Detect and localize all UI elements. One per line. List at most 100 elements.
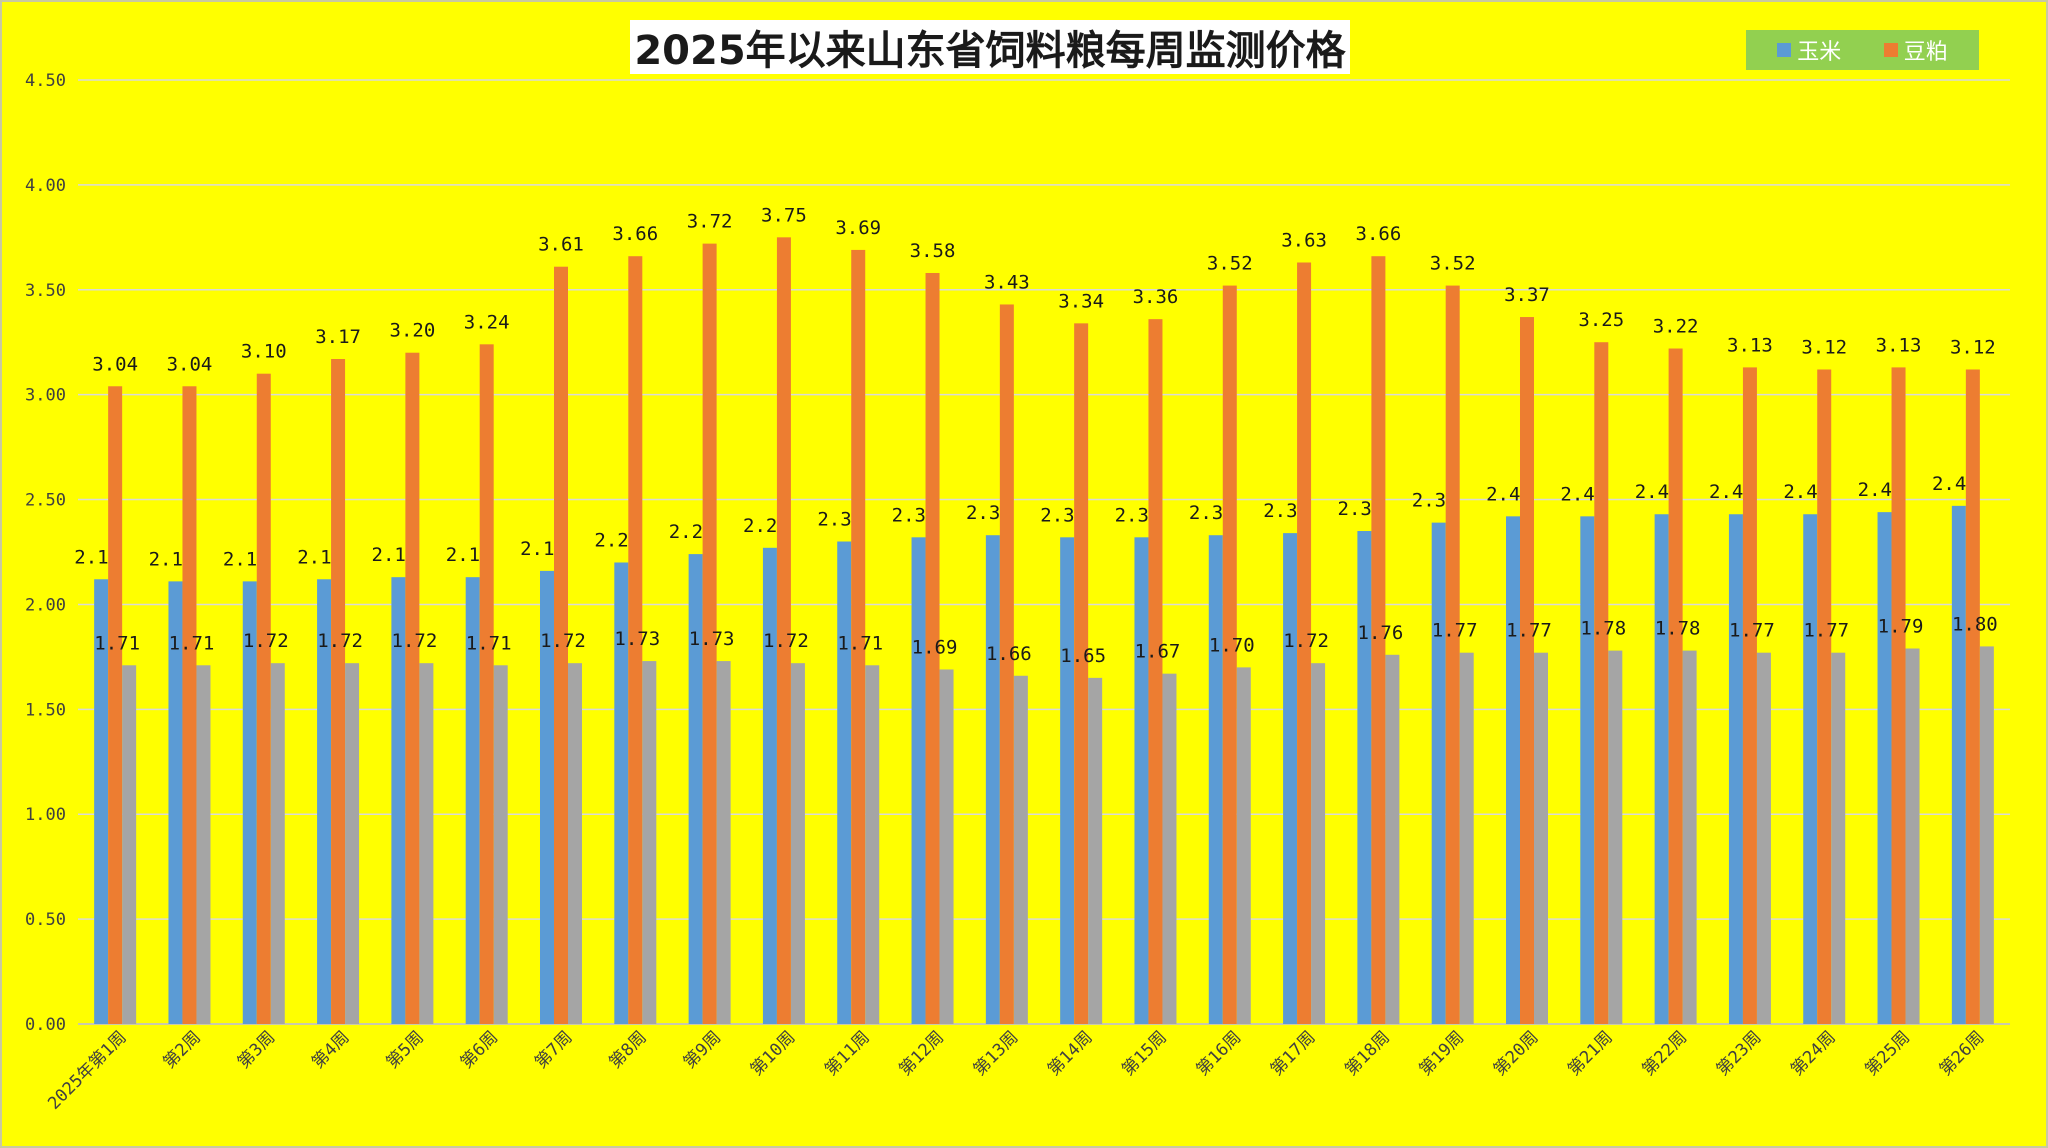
data-label: 1.67 bbox=[1135, 641, 1181, 663]
bar bbox=[1951, 505, 1966, 1024]
data-label: 3.72 bbox=[687, 211, 733, 233]
x-tick-label: 第10周 bbox=[747, 1027, 800, 1080]
x-tick-label: 第23周 bbox=[1713, 1027, 1766, 1080]
data-label: 3.63 bbox=[1281, 230, 1327, 252]
data-label: 1.78 bbox=[1655, 618, 1701, 640]
bar bbox=[688, 554, 703, 1024]
data-label: 1.79 bbox=[1878, 615, 1924, 637]
x-tick-label: 第19周 bbox=[1416, 1027, 1469, 1080]
bar bbox=[493, 665, 508, 1024]
y-tick-label: 0.50 bbox=[25, 910, 66, 930]
bar bbox=[1088, 677, 1103, 1024]
bar bbox=[1817, 369, 1832, 1024]
data-label: 3.12 bbox=[1801, 336, 1847, 358]
bar bbox=[1445, 285, 1460, 1024]
x-tick-label: 第14周 bbox=[1044, 1027, 1097, 1080]
bar bbox=[1459, 652, 1474, 1024]
bar bbox=[1668, 348, 1683, 1024]
data-label: 3.69 bbox=[835, 217, 881, 239]
data-label: 1.80 bbox=[1952, 613, 1998, 635]
bar bbox=[1520, 317, 1534, 1024]
bar bbox=[1877, 512, 1892, 1024]
bar bbox=[614, 562, 629, 1024]
x-tick-label: 第8周 bbox=[605, 1027, 650, 1072]
chart-title-box: 2025年以来山东省饲料粮每周监测价格 bbox=[630, 20, 1350, 74]
bar bbox=[1357, 531, 1372, 1024]
bar bbox=[419, 663, 434, 1024]
data-label: 3.36 bbox=[1133, 286, 1179, 308]
data-label: 3.10 bbox=[241, 341, 287, 363]
data-label: 3.37 bbox=[1504, 284, 1550, 306]
data-label: 1.77 bbox=[1803, 620, 1849, 642]
x-tick-label: 第18周 bbox=[1341, 1027, 1394, 1080]
data-label: 3.04 bbox=[167, 353, 213, 375]
y-tick-label: 1.50 bbox=[25, 700, 66, 720]
bar bbox=[911, 537, 926, 1024]
x-tick-label: 第3周 bbox=[234, 1027, 279, 1072]
x-tick-label: 第16周 bbox=[1193, 1027, 1246, 1080]
x-tick-label: 第5周 bbox=[382, 1027, 427, 1072]
data-label: 1.76 bbox=[1358, 622, 1404, 644]
data-label: 1.73 bbox=[689, 628, 735, 650]
bar bbox=[1060, 537, 1075, 1024]
bar bbox=[242, 581, 257, 1024]
bar bbox=[1756, 652, 1771, 1024]
bar bbox=[1222, 285, 1237, 1024]
x-tick-label: 第9周 bbox=[680, 1027, 725, 1072]
bar bbox=[122, 665, 137, 1024]
bar bbox=[1965, 369, 1980, 1024]
data-label: 1.71 bbox=[169, 632, 215, 654]
x-tick-label: 第4周 bbox=[308, 1027, 353, 1072]
bar bbox=[776, 237, 791, 1025]
x-tick-label: 第2周 bbox=[160, 1027, 205, 1072]
bar bbox=[1682, 650, 1697, 1024]
bar bbox=[1162, 673, 1177, 1024]
bar bbox=[168, 581, 183, 1024]
y-tick-label: 3.00 bbox=[25, 386, 66, 406]
x-tick-label: 第13周 bbox=[970, 1027, 1023, 1080]
bar bbox=[345, 663, 360, 1024]
bar bbox=[628, 256, 643, 1024]
bar bbox=[108, 386, 123, 1025]
bar bbox=[1371, 256, 1386, 1024]
bar bbox=[1283, 533, 1298, 1024]
x-tick-label: 第17周 bbox=[1267, 1027, 1320, 1080]
bar bbox=[1431, 522, 1446, 1024]
x-tick-label: 第25周 bbox=[1861, 1027, 1914, 1080]
data-label: 1.72 bbox=[317, 630, 363, 652]
x-tick-label: 第6周 bbox=[457, 1027, 502, 1072]
y-tick-label: 0.00 bbox=[25, 1015, 66, 1035]
bar bbox=[196, 665, 211, 1024]
data-label: 3.43 bbox=[984, 271, 1030, 293]
data-label: 1.71 bbox=[466, 632, 512, 654]
data-label: 3.04 bbox=[92, 353, 138, 375]
bar bbox=[1311, 663, 1326, 1024]
x-tick-label: 2025年第1周 bbox=[44, 1027, 130, 1113]
data-label: 1.78 bbox=[1580, 618, 1626, 640]
bar bbox=[939, 669, 954, 1024]
data-label: 3.52 bbox=[1430, 253, 1476, 275]
bar bbox=[1534, 652, 1548, 1024]
data-label: 1.72 bbox=[1283, 630, 1329, 652]
legend-swatch-corn bbox=[1777, 43, 1792, 57]
bar bbox=[405, 352, 420, 1024]
legend-item-soymeal: 豆粕 bbox=[1883, 34, 1948, 66]
bar bbox=[1608, 650, 1623, 1024]
data-label: 1.69 bbox=[912, 636, 958, 658]
data-label: 3.17 bbox=[315, 326, 361, 348]
y-tick-label: 4.50 bbox=[25, 71, 66, 91]
bar bbox=[790, 663, 805, 1024]
data-label: 3.25 bbox=[1578, 309, 1624, 331]
y-tick-label: 1.00 bbox=[25, 805, 66, 825]
bar bbox=[1891, 367, 1906, 1024]
bar bbox=[540, 570, 554, 1024]
bar bbox=[999, 304, 1014, 1024]
data-label: 3.52 bbox=[1207, 253, 1253, 275]
data-label: 3.66 bbox=[1356, 223, 1402, 245]
bar bbox=[985, 535, 1000, 1024]
bar bbox=[642, 661, 657, 1024]
x-tick-label: 第20周 bbox=[1490, 1027, 1543, 1080]
bar bbox=[391, 577, 406, 1024]
